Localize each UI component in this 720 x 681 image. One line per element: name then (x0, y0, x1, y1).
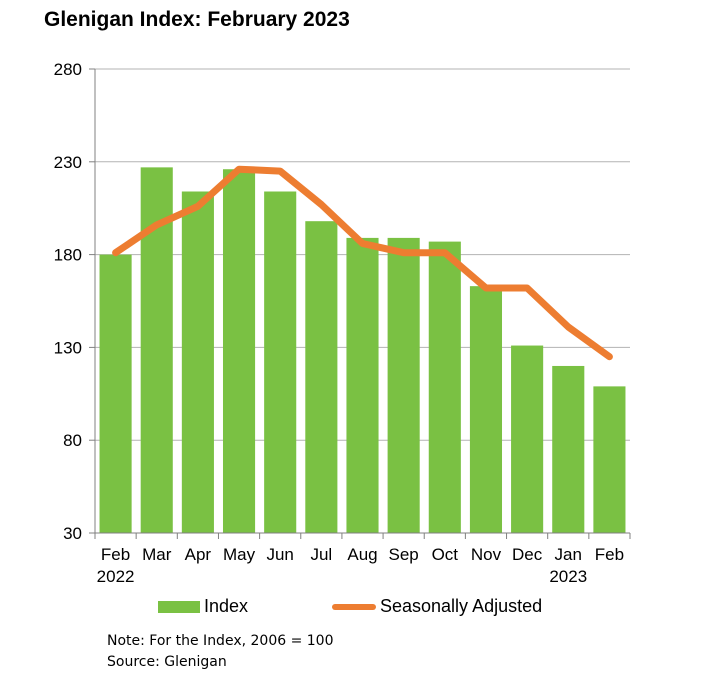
bar-index (428, 241, 461, 533)
chart-plot: 30 80 130 180 230 280 Feb 2022 Mar Apr May Jun Jul A… (54, 60, 631, 586)
x-tick-year-label: 2022 (97, 567, 135, 586)
bar-index (181, 191, 214, 533)
source-text: Source: Glenigan (107, 654, 227, 670)
x-tick-label: Jul (310, 545, 332, 564)
y-tick-label: 280 (54, 60, 82, 79)
x-tick-label: Oct (432, 545, 459, 564)
y-tick-labels: 30 80 130 180 230 280 (54, 60, 82, 543)
bar-index (552, 365, 585, 533)
legend-item-index: Index (158, 596, 248, 617)
x-tick-year-label: 2023 (549, 567, 587, 586)
legend-label-seasonally-adjusted: Seasonally Adjusted (380, 596, 543, 616)
x-tick-label: Sep (389, 545, 419, 564)
y-tick-label: 30 (63, 524, 82, 543)
bar-index (511, 345, 544, 533)
x-tick-label: Dec (512, 545, 543, 564)
x-tick-label: Jan (555, 545, 582, 564)
legend: Index Seasonally Adjusted (0, 596, 720, 622)
x-tick-label: May (223, 545, 256, 564)
bar-index (469, 286, 503, 533)
legend-swatch-index (158, 600, 200, 613)
chart-title: Glenigan Index: February 2023 (44, 8, 350, 31)
bar-index (99, 254, 132, 533)
index-bars (99, 167, 626, 534)
legend-label-index: Index (204, 596, 249, 616)
bar-index (593, 386, 626, 533)
x-tick-label: Feb (101, 545, 130, 564)
bar-index (222, 169, 256, 533)
note-text: Note: For the Index, 2006 = 100 (107, 633, 334, 649)
x-tick-label: Jun (266, 545, 293, 564)
seasonally-adjusted-line (112, 165, 613, 361)
legend-item-seasonally-adjusted: Seasonally Adjusted (332, 596, 542, 617)
y-tick-label: 230 (54, 153, 82, 172)
y-tick-label: 180 (54, 246, 82, 265)
bar-index (387, 237, 420, 533)
y-tick-label: 80 (63, 431, 82, 450)
x-tick-labels: Feb 2022 Mar Apr May Jun Jul Aug Sep Oct Nov Dec Jan… (97, 545, 624, 586)
bar-index (305, 221, 338, 533)
bar-index (346, 237, 379, 533)
x-tick-label: Aug (347, 545, 377, 564)
x-tick-label: Nov (471, 545, 502, 564)
x-tick-label: Feb (595, 545, 624, 564)
axes (89, 69, 631, 539)
y-tick-label: 130 (54, 338, 82, 357)
bar-index (264, 191, 297, 533)
x-tick-label: Apr (185, 545, 212, 564)
chart-notes: Note: For the Index, 2006 = 100 Source: … (107, 631, 333, 673)
x-tick-label: Mar (142, 545, 172, 564)
legend-swatch-seasonally-adjusted (332, 603, 376, 610)
